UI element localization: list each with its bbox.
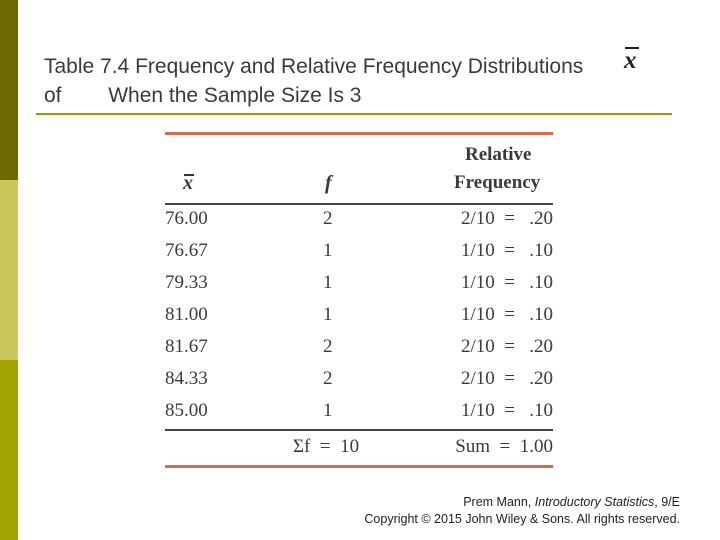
citation-edition: , 9/E (654, 495, 680, 509)
cell-x: 76.67 (165, 240, 208, 261)
sum-frequency: Σf = 10 (293, 436, 360, 457)
header-f: f (325, 172, 332, 194)
table-row: 79.33 1 1/10 = .10 (165, 272, 553, 304)
cell-relative: 1/10 = .10 (461, 272, 553, 293)
cell-relative: 2/10 = .20 (461, 368, 553, 389)
cell-x: 79.33 (165, 272, 208, 293)
x-bar-letter: x (624, 47, 637, 74)
cell-f: 2 (323, 208, 333, 229)
cell-f: 2 (323, 368, 333, 389)
x-bar-symbol: x (624, 46, 639, 75)
table-sum-rule (165, 429, 553, 431)
x-bar-overline (625, 47, 639, 49)
copyright-line: Copyright © 2015 John Wiley & Sons. All … (364, 512, 680, 526)
header-frequency: Frequency (454, 172, 541, 193)
cell-x: 85.00 (165, 400, 208, 421)
sidebar-accent (0, 0, 18, 540)
cell-f: 1 (323, 304, 333, 325)
table-sum-row: Σf = 10 Sum = 1.00 (165, 436, 553, 466)
table-row: 76.67 1 1/10 = .10 (165, 240, 553, 272)
cell-f: 1 (323, 272, 333, 293)
sidebar-block-mid (0, 360, 18, 540)
table-row: 76.00 2 2/10 = .20 (165, 208, 553, 240)
cell-x: 84.33 (165, 368, 208, 389)
table-row: 81.67 2 2/10 = .20 (165, 336, 553, 368)
cell-x: 76.00 (165, 208, 208, 229)
cell-f: 1 (323, 240, 333, 261)
table-row: 81.00 1 1/10 = .10 (165, 304, 553, 336)
cell-x: 81.00 (165, 304, 208, 325)
cell-f: 2 (323, 336, 333, 357)
header-x-bar: x (183, 172, 194, 195)
citation-line: Prem Mann, Introductory Statistics, 9/E (364, 494, 680, 511)
table-header-rule (165, 203, 553, 205)
cell-relative: 2/10 = .20 (461, 336, 553, 357)
table-bottom-rule (165, 465, 553, 468)
sum-relative: Sum = 1.00 (455, 436, 553, 457)
frequency-table: Relative Frequency x f 76.00 2 2/10 = .2… (165, 132, 553, 470)
citation-book: Introductory Statistics (534, 495, 655, 509)
cell-relative: 1/10 = .10 (461, 240, 553, 261)
citation-footer: Prem Mann, Introductory Statistics, 9/E … (364, 494, 680, 528)
title-line-2: of When the Sample Size Is 3 (44, 84, 362, 107)
cell-relative: 2/10 = .20 (461, 208, 553, 229)
sidebar-block-dark (0, 0, 18, 180)
title-line-1: Table 7.4 Frequency and Relative Frequen… (44, 55, 584, 78)
table-top-rule (165, 132, 553, 135)
header-x-letter: x (183, 172, 193, 194)
cell-relative: 1/10 = .10 (461, 304, 553, 325)
header-relative: Relative (465, 144, 532, 165)
header-x-overline (184, 174, 194, 176)
slide-title: Table 7.4 Frequency and Relative Frequen… (44, 47, 694, 110)
sidebar-block-light (0, 180, 18, 360)
citation-author: Prem Mann, (463, 495, 535, 509)
table-row: 85.00 1 1/10 = .10 (165, 400, 553, 432)
cell-f: 1 (323, 400, 333, 421)
cell-x: 81.67 (165, 336, 208, 357)
table-row: 84.33 2 2/10 = .20 (165, 368, 553, 400)
cell-relative: 1/10 = .10 (461, 400, 553, 421)
title-underline (36, 113, 672, 115)
